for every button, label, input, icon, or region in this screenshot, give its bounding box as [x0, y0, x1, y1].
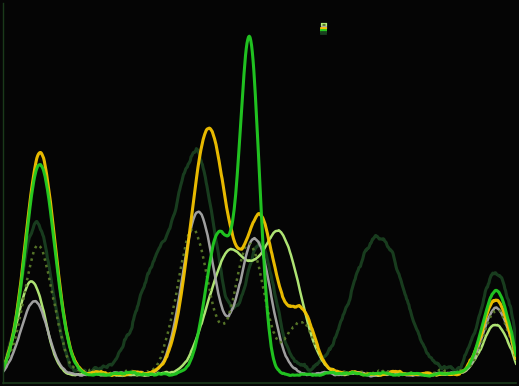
Legend: , , , , , : , , , , , — [322, 22, 326, 34]
